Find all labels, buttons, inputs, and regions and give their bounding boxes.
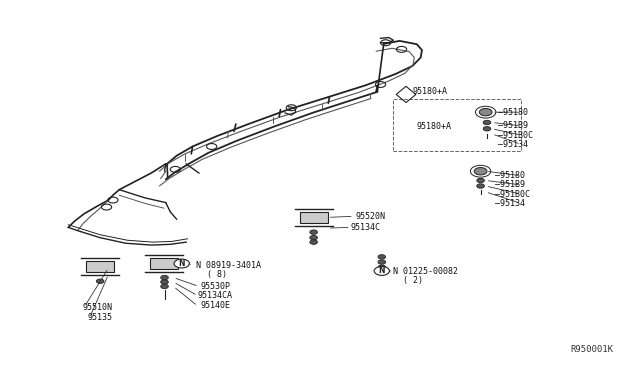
- Circle shape: [161, 284, 168, 289]
- Text: —951B0C: —951B0C: [499, 131, 533, 140]
- Text: R950001K: R950001K: [570, 345, 613, 354]
- Circle shape: [479, 109, 492, 116]
- Circle shape: [378, 255, 386, 259]
- Circle shape: [474, 167, 487, 175]
- Text: 95510N: 95510N: [83, 302, 112, 312]
- Circle shape: [310, 240, 317, 244]
- Text: 95135: 95135: [88, 313, 113, 322]
- Polygon shape: [150, 258, 178, 269]
- Text: 95134CA: 95134CA: [198, 291, 233, 300]
- Text: ( 8): ( 8): [207, 270, 227, 279]
- Text: —95180: —95180: [499, 108, 529, 117]
- Circle shape: [161, 280, 168, 284]
- Circle shape: [374, 266, 390, 275]
- Text: —95134: —95134: [495, 199, 525, 208]
- Text: —95134: —95134: [499, 140, 529, 149]
- Polygon shape: [86, 261, 114, 272]
- Text: —951B0C: —951B0C: [495, 190, 530, 199]
- Text: —951B9: —951B9: [499, 121, 529, 130]
- Text: 95520N: 95520N: [355, 212, 385, 221]
- Circle shape: [174, 259, 189, 268]
- Text: ( 2): ( 2): [403, 276, 423, 285]
- Circle shape: [97, 279, 104, 283]
- Text: N: N: [379, 266, 385, 275]
- Text: 95180+A: 95180+A: [417, 122, 452, 131]
- Circle shape: [483, 126, 491, 131]
- Text: N: N: [179, 259, 185, 268]
- Text: N 08919-3401A: N 08919-3401A: [196, 261, 260, 270]
- Circle shape: [477, 178, 484, 183]
- Text: 95530P: 95530P: [200, 282, 230, 291]
- Text: —95180: —95180: [495, 171, 525, 180]
- Text: 95180+A: 95180+A: [412, 87, 447, 96]
- Text: —951B9: —951B9: [495, 180, 525, 189]
- Circle shape: [161, 275, 168, 280]
- Circle shape: [310, 230, 317, 234]
- Circle shape: [477, 184, 484, 188]
- Text: 95140E: 95140E: [200, 301, 230, 311]
- Circle shape: [378, 265, 386, 269]
- Text: N 01225-00082: N 01225-00082: [394, 267, 458, 276]
- Circle shape: [483, 120, 491, 125]
- Polygon shape: [300, 212, 328, 223]
- Circle shape: [378, 260, 386, 264]
- Text: 95134C: 95134C: [351, 223, 381, 232]
- Circle shape: [310, 235, 317, 240]
